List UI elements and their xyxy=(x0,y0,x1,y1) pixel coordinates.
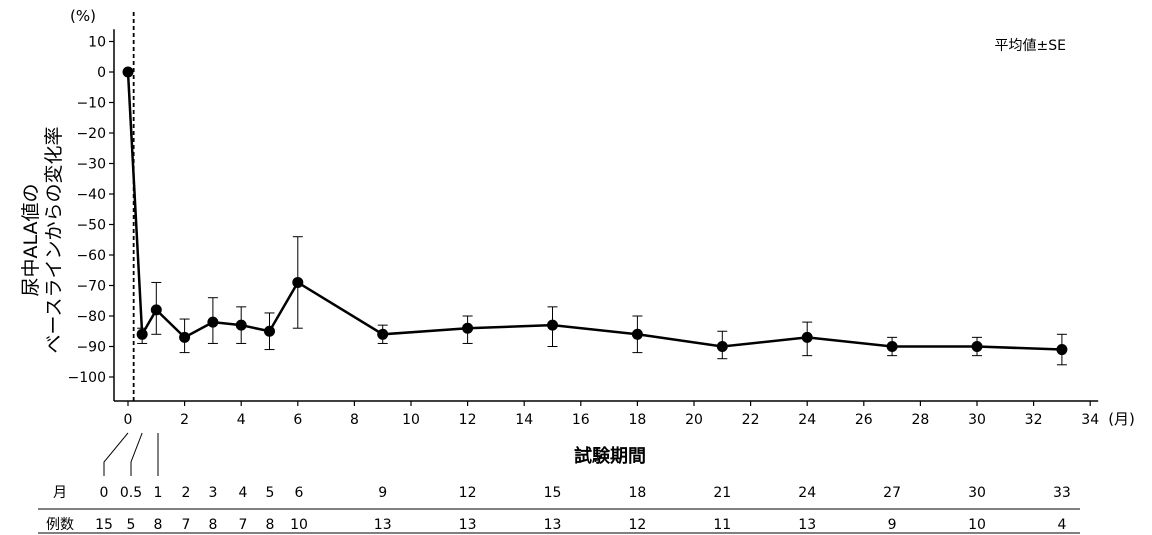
table-n-cell: 7 xyxy=(239,517,248,533)
table-month-cell: 30 xyxy=(968,485,986,501)
table-month-cell: 3 xyxy=(209,485,218,501)
x-tick-label: 26 xyxy=(855,412,873,428)
x-tick-label: 18 xyxy=(628,412,646,428)
x-tick-label: 34 xyxy=(1081,412,1099,428)
x-tick-label: 22 xyxy=(742,412,760,428)
table-month-cell: 27 xyxy=(883,485,901,501)
x-tick-label: 32 xyxy=(1025,412,1043,428)
table-n-cell: 8 xyxy=(266,517,275,533)
x-tick-label: 0 xyxy=(124,412,133,428)
y-tick-label: −40 xyxy=(76,187,106,203)
data-point xyxy=(292,276,304,288)
x-tick-label: 30 xyxy=(968,412,986,428)
x-unit-label: (月) xyxy=(1108,410,1135,428)
data-point xyxy=(971,341,983,352)
table-n-cell: 15 xyxy=(95,517,113,533)
y-tick-label: −20 xyxy=(76,126,106,142)
table-month-cell: 15 xyxy=(544,485,562,501)
annotation-mean-se: 平均値±SE xyxy=(995,38,1066,54)
table-month-cell: 18 xyxy=(628,485,646,501)
data-point xyxy=(122,66,134,78)
data-point xyxy=(1056,344,1068,356)
data-point xyxy=(179,331,191,343)
x-tick-label: 14 xyxy=(515,412,533,428)
table-n-cell: 11 xyxy=(713,517,731,533)
data-point xyxy=(547,319,558,331)
data-point xyxy=(462,322,474,334)
data-point xyxy=(264,325,275,337)
connector-0.5 xyxy=(130,432,143,476)
y-tick-label: −80 xyxy=(76,309,106,325)
table-row-label-month: 月 xyxy=(53,485,67,501)
x-tick-label: 20 xyxy=(685,412,703,428)
y-tick-label: −100 xyxy=(68,370,106,386)
y-tick-label: −70 xyxy=(76,279,106,295)
table-month-cell: 0.5 xyxy=(120,485,142,501)
connector-0 xyxy=(103,432,129,476)
table-n-cell: 10 xyxy=(290,517,308,533)
x-tick-label: 6 xyxy=(293,412,302,428)
y-tick-label: −50 xyxy=(76,218,106,234)
data-point xyxy=(716,341,728,352)
y-tick-label: −60 xyxy=(76,248,106,264)
data-point xyxy=(150,304,162,316)
table-month-cell: 9 xyxy=(378,485,387,501)
data-point xyxy=(631,328,643,340)
data-point xyxy=(801,331,813,343)
table-n-cell: 13 xyxy=(374,517,392,533)
table-month-cell: 4 xyxy=(239,485,248,501)
x-axis-title: 試験期間 xyxy=(574,445,646,467)
series-line xyxy=(126,71,1062,351)
y-axis-title: 尿中ALA値の ベースラインからの変化率 xyxy=(20,126,65,353)
table-n-cell: 5 xyxy=(127,517,136,533)
table-month-cell: 12 xyxy=(459,485,477,501)
table-month-cell: 33 xyxy=(1053,485,1071,501)
table-n-cell: 13 xyxy=(459,517,477,533)
table-month-cell: 21 xyxy=(713,485,731,501)
axes: 100−10−20−30−40−50−60−70−80−90−100(%)0 2 4… xyxy=(68,7,1135,467)
x-tick-label: 10 xyxy=(402,412,420,428)
x-tick-label: 24 xyxy=(798,412,816,428)
table-n-cell: 8 xyxy=(154,517,163,533)
x-tick-label: 12 xyxy=(459,412,477,428)
table-month-cell: 24 xyxy=(798,485,816,501)
data-point xyxy=(886,341,898,352)
data-point xyxy=(136,328,148,340)
table-n-cell: 10 xyxy=(968,517,986,533)
table-n-cell: 13 xyxy=(798,517,816,533)
y-axis-title-line2: ベースラインからの変化率 xyxy=(43,126,65,353)
table-n-cell: 9 xyxy=(888,517,897,533)
y-tick-label: −90 xyxy=(76,340,106,356)
table-n-cell: 12 xyxy=(628,517,646,533)
data-point xyxy=(207,316,219,328)
y-unit-label: (%) xyxy=(70,7,96,25)
x-tick-label: 2 xyxy=(180,412,189,428)
table-month-cell: 1 xyxy=(154,485,163,501)
table-row-label-n: 例数 xyxy=(46,517,74,533)
y-tick-label: −10 xyxy=(76,96,106,112)
table-n-cell: 13 xyxy=(544,517,562,533)
data-point xyxy=(377,328,389,340)
y-tick-label: 10 xyxy=(88,35,106,51)
table-month-cell: 6 xyxy=(295,485,304,501)
y-tick-label: 0 xyxy=(97,65,106,81)
data-point xyxy=(235,319,247,331)
y-axis-title-line1: 尿中ALA値の xyxy=(20,183,42,296)
table-month-cell: 0 xyxy=(100,485,109,501)
x-tick-label: 8 xyxy=(350,412,359,428)
table-month-cell: 5 xyxy=(266,485,275,501)
table-n-cell: 7 xyxy=(182,517,191,533)
table-n-cell: 4 xyxy=(1057,517,1066,533)
table-n-cell: 8 xyxy=(209,517,218,533)
table-month-cell: 2 xyxy=(182,485,191,501)
data-marks xyxy=(122,12,1068,401)
x-tick-label: 28 xyxy=(911,412,929,428)
x-tick-label: 16 xyxy=(572,412,590,428)
y-tick-label: −30 xyxy=(76,157,106,173)
x-tick-label: 4 xyxy=(237,412,246,428)
